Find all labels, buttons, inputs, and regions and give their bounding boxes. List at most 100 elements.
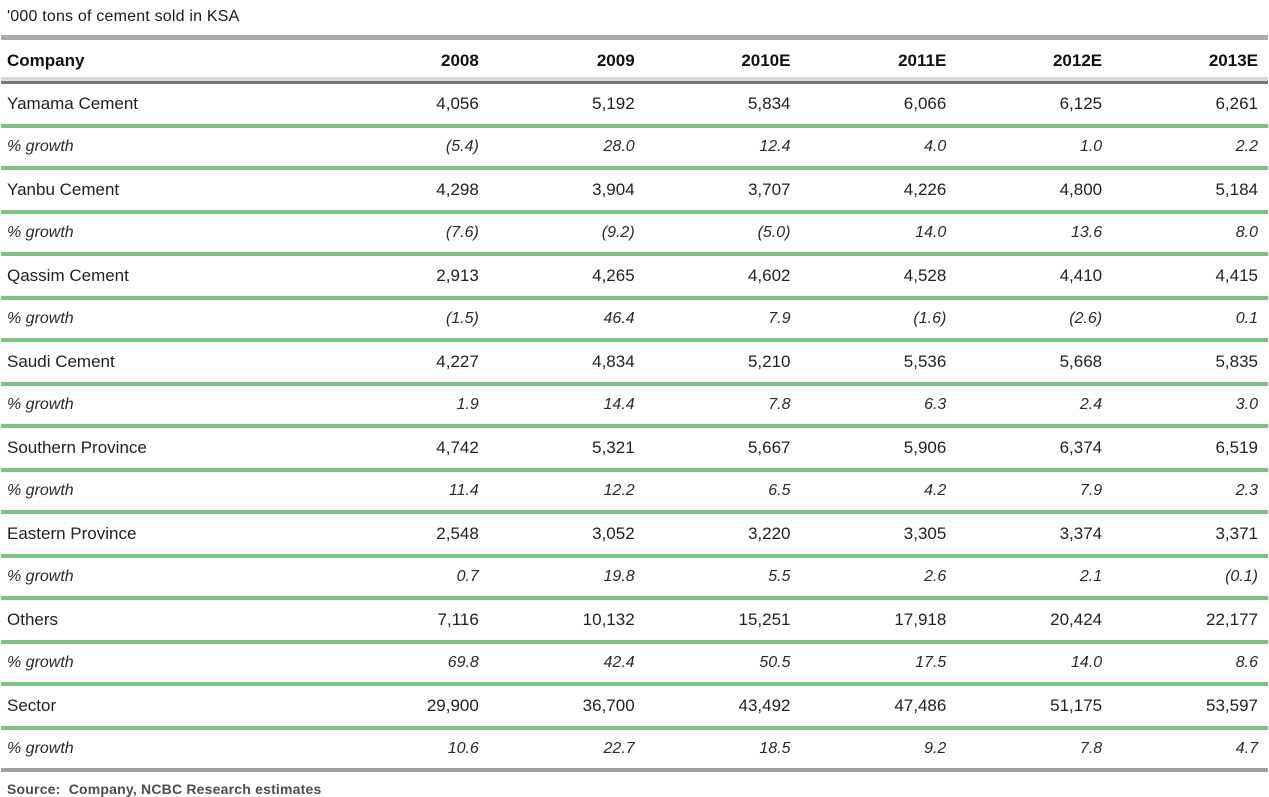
- value-cell: 2.1: [1079, 568, 1103, 585]
- row-label: Southern Province: [7, 438, 147, 457]
- value-cell: 6.5: [768, 482, 791, 499]
- value-cell: 17.5: [915, 654, 947, 671]
- row-label: % growth: [7, 396, 74, 413]
- table-row: % growth 10.6 22.7 18.5 9.2 7.8 4.7: [1, 728, 1268, 770]
- value-cell: 6,261: [1215, 94, 1258, 113]
- table-row: Yamama Cement 4,056 5,192 5,834 6,066 6,125 6,…: [1, 83, 1268, 126]
- value-cell: (2.6): [1069, 310, 1103, 327]
- row-label: % growth: [7, 654, 74, 671]
- row-label: % growth: [7, 310, 74, 327]
- table-row: Sector 29,900 36,700 43,492 47,486 51,175 53,5…: [1, 684, 1268, 728]
- value-cell: 17,918: [894, 610, 947, 629]
- value-cell: 12.2: [603, 482, 635, 499]
- value-cell: 18.5: [759, 740, 791, 757]
- value-cell: 4,226: [903, 180, 947, 199]
- value-cell: 10.6: [447, 740, 479, 757]
- value-cell: 42.4: [603, 654, 635, 671]
- value-cell: 5,906: [903, 438, 947, 457]
- value-cell: 5,667: [747, 438, 791, 457]
- row-label: Qassim Cement: [7, 266, 129, 285]
- row-label: Others: [7, 610, 59, 629]
- table-row: % growth 0.7 19.8 5.5 2.6 2.1 (0.1): [1, 556, 1268, 598]
- column-header-2012e: 2012E: [956, 37, 1113, 84]
- row-label: Saudi Cement: [7, 352, 115, 371]
- value-cell: 4,742: [436, 438, 479, 457]
- value-cell: 4,834: [592, 352, 635, 371]
- table-title: '000 tons of cement sold in KSA: [7, 8, 240, 25]
- value-cell: 47,486: [894, 696, 947, 715]
- value-cell: 7.9: [1079, 482, 1103, 499]
- value-cell: 7,116: [437, 610, 479, 629]
- value-cell: 6,519: [1215, 438, 1258, 457]
- value-cell: 10,132: [582, 610, 635, 629]
- value-cell: 3,052: [592, 524, 635, 543]
- column-header-2011e: 2011E: [800, 37, 957, 84]
- row-label: % growth: [7, 224, 74, 241]
- value-cell: 12.4: [759, 138, 791, 155]
- row-label: Sector: [7, 696, 57, 715]
- cement-sales-table: Company 2008 2009 2010E 2011E 2012E 2013…: [1, 35, 1268, 772]
- value-cell: 46.4: [603, 310, 635, 327]
- value-cell: 3,374: [1059, 524, 1103, 543]
- value-cell: 5.5: [768, 568, 791, 585]
- value-cell: 0.1: [1235, 310, 1258, 327]
- value-cell: 29,900: [426, 696, 479, 715]
- value-cell: 22,177: [1206, 610, 1258, 629]
- table-row: % growth (7.6) (9.2) (5.0) 14.0 13.6 8.0: [1, 212, 1268, 254]
- value-cell: 2.2: [1235, 138, 1258, 155]
- row-label: % growth: [7, 568, 74, 585]
- row-label: % growth: [7, 138, 74, 155]
- table-row: % growth 69.8 42.4 50.5 17.5 14.0 8.6: [1, 642, 1268, 684]
- value-cell: (5.0): [757, 224, 791, 241]
- value-cell: 4,602: [747, 266, 791, 285]
- row-label: % growth: [7, 482, 74, 499]
- value-cell: 5,321: [592, 438, 635, 457]
- value-cell: 15,251: [738, 610, 791, 629]
- value-cell: 5,184: [1215, 180, 1258, 199]
- table-row: % growth 1.9 14.4 7.8 6.3 2.4 3.0: [1, 384, 1268, 426]
- value-cell: 4,415: [1215, 266, 1258, 285]
- value-cell: (9.2): [601, 224, 635, 241]
- value-cell: 6,374: [1059, 438, 1103, 457]
- value-cell: 69.8: [447, 654, 479, 671]
- value-cell: 19.8: [603, 568, 635, 585]
- value-cell: 14.4: [603, 396, 635, 413]
- value-cell: (5.4): [445, 138, 479, 155]
- value-cell: 51,175: [1050, 696, 1103, 715]
- value-cell: 3,371: [1215, 524, 1258, 543]
- table-row: Eastern Province 2,548 3,052 3,220 3,305 3,37…: [1, 512, 1268, 556]
- value-cell: 6,125: [1059, 94, 1103, 113]
- value-cell: 4,227: [436, 352, 479, 371]
- value-cell: (1.6): [913, 310, 947, 327]
- value-cell: 3,707: [747, 180, 791, 199]
- value-cell: 7.8: [1079, 740, 1103, 757]
- table-row: Southern Province 4,742 5,321 5,667 5,906 6,3…: [1, 426, 1268, 470]
- value-cell: 4,298: [436, 180, 479, 199]
- row-label: Yamama Cement: [7, 94, 139, 113]
- value-cell: 22.7: [603, 740, 635, 757]
- value-cell: 2,913: [436, 266, 479, 285]
- value-cell: 7.9: [768, 310, 791, 327]
- value-cell: 2.6: [924, 568, 947, 585]
- value-cell: 14.0: [1071, 654, 1103, 671]
- source-note: Source: Company, NCBC Research estimates: [7, 781, 322, 797]
- value-cell: 2.3: [1235, 482, 1258, 499]
- value-cell: 6.3: [924, 396, 947, 413]
- column-header-2013e: 2013E: [1112, 37, 1268, 84]
- value-cell: 2.4: [1079, 396, 1103, 413]
- value-cell: 28.0: [603, 138, 635, 155]
- column-header-2008: 2008: [333, 37, 489, 84]
- value-cell: 3.0: [1235, 396, 1258, 413]
- value-cell: 20,424: [1050, 610, 1103, 629]
- value-cell: 50.5: [759, 654, 791, 671]
- value-cell: 11.4: [448, 482, 479, 499]
- value-cell: 53,597: [1206, 696, 1258, 715]
- column-header-company: Company: [1, 37, 333, 84]
- value-cell: 3,220: [747, 524, 791, 543]
- header-row: Company 2008 2009 2010E 2011E 2012E 2013…: [1, 37, 1268, 84]
- value-cell: (7.6): [445, 224, 479, 241]
- value-cell: (0.1): [1225, 568, 1258, 585]
- value-cell: 4,800: [1059, 180, 1103, 199]
- table-row: % growth (1.5) 46.4 7.9 (1.6) (2.6) 0.1: [1, 298, 1268, 340]
